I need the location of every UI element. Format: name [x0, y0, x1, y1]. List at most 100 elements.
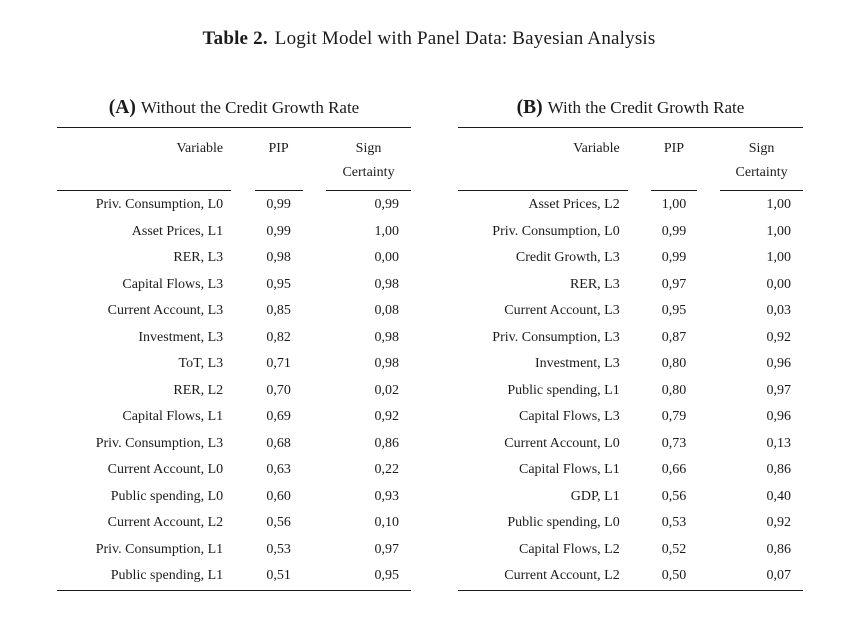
table-row: Priv. Consumption, L3 0,87 0,92 — [458, 325, 803, 352]
cell-sign: 0,96 — [766, 409, 792, 424]
cell-sign: 1,00 — [766, 223, 792, 239]
cell-variable: Capital Flows, L3 — [519, 409, 620, 424]
cell-sign: 0,03 — [766, 303, 792, 318]
midrule-variable — [57, 190, 232, 191]
cell-sign: 0,07 — [766, 568, 792, 583]
panel-b: (B) With the Credit Growth Rate Variable … — [458, 96, 803, 591]
cell-pip: 0,56 — [661, 488, 687, 504]
cell-sign: 0,97 — [766, 382, 792, 398]
cell-variable: Current Account, L0 — [504, 435, 620, 451]
table-row: Capital Flows, L3 0,95 0,98 — [57, 272, 411, 299]
column-header-sign-line2: Certainty — [735, 165, 788, 180]
cell-pip: 0,52 — [661, 541, 687, 557]
cell-pip: 0,53 — [661, 515, 687, 530]
table-row: Credit Growth, L3 0,99 1,00 — [458, 245, 803, 272]
cell-pip: 0,71 — [266, 356, 291, 371]
panel-a-table: Variable PIP Sign Certainty Priv. Consum… — [57, 127, 411, 591]
cell-variable: Priv. Consumption, L3 — [492, 329, 620, 345]
cell-sign: 0,96 — [766, 356, 792, 371]
table-header-row: Variable PIP Sign Certainty — [57, 128, 411, 190]
cell-sign: 0,86 — [766, 541, 792, 557]
table-row: Capital Flows, L1 0,69 0,92 — [57, 404, 411, 431]
cell-sign: 0,99 — [374, 197, 400, 212]
cell-sign: 0,00 — [766, 276, 792, 292]
table-row: Public spending, L1 0,80 0,97 — [458, 378, 803, 405]
table-row: Current Account, L2 0,50 0,07 — [458, 563, 803, 590]
cell-pip: 0,68 — [266, 435, 291, 451]
cell-sign: 0,40 — [766, 488, 792, 504]
cell-variable: RER, L3 — [173, 250, 224, 265]
table-row: Priv. Consumption, L3 0,68 0,86 — [57, 431, 411, 458]
cell-pip: 0,79 — [661, 409, 687, 424]
table-row: Current Account, L2 0,56 0,10 — [57, 510, 411, 537]
table-row: RER, L3 0,97 0,00 — [458, 272, 803, 299]
cell-pip: 0,95 — [266, 276, 291, 292]
cell-pip: 0,99 — [661, 223, 687, 239]
cell-variable: Capital Flows, L2 — [519, 541, 620, 557]
cell-sign: 0,98 — [374, 276, 400, 292]
table-row: ToT, L3 0,71 0,98 — [57, 351, 411, 378]
cell-variable: Capital Flows, L1 — [122, 409, 224, 424]
midrule-pip — [650, 190, 698, 191]
column-header-sign-line2: Certainty — [342, 165, 395, 180]
cell-variable: GDP, L1 — [570, 488, 620, 504]
panel-a: (A) Without the Credit Growth Rate Variab… — [57, 96, 411, 591]
cell-sign: 0,10 — [374, 515, 400, 530]
cell-sign: 0,95 — [374, 568, 400, 583]
table-row: Priv. Consumption, L0 0,99 1,00 — [458, 219, 803, 246]
panel-b-label: (B) — [516, 97, 543, 118]
panel-b-rows: Asset Prices, L2 1,00 1,00 Priv. Consumptio… — [458, 191, 803, 590]
cell-variable: Capital Flows, L3 — [122, 276, 224, 292]
cell-sign: 0,97 — [374, 541, 400, 557]
table-row: Asset Prices, L1 0,99 1,00 — [57, 219, 411, 246]
cell-variable: Investment, L3 — [138, 329, 224, 345]
cell-pip: 0,82 — [266, 329, 291, 345]
header-midrules — [458, 190, 803, 191]
cell-variable: Current Account, L3 — [504, 303, 620, 318]
cell-variable: Current Account, L0 — [107, 462, 224, 477]
table-row: Public spending, L0 0,60 0,93 — [57, 484, 411, 511]
table-row: Current Account, L3 0,85 0,08 — [57, 298, 411, 325]
cell-pip: 1,00 — [661, 197, 687, 212]
table-row: GDP, L1 0,56 0,40 — [458, 484, 803, 511]
panel-b-title-text: With the Credit Growth Rate — [547, 98, 745, 117]
panel-b-table: Variable PIP Sign Certainty Asset Prices… — [458, 127, 803, 591]
cell-variable: Public spending, L0 — [507, 515, 620, 530]
cell-pip: 0,73 — [661, 435, 687, 451]
cell-sign: 0,08 — [374, 303, 400, 318]
cell-pip: 0,69 — [266, 409, 291, 424]
cell-sign: 0,98 — [374, 329, 400, 345]
table-caption-text: Logit Model with Panel Data: Bayesian An… — [274, 28, 656, 49]
table-row: Current Account, L3 0,95 0,03 — [458, 298, 803, 325]
column-header-sign-certainty: Sign Certainty — [720, 137, 803, 185]
table-row: Public spending, L0 0,53 0,92 — [458, 510, 803, 537]
panel-a-title: (A) Without the Credit Growth Rate — [57, 96, 411, 122]
cell-pip: 0,80 — [661, 356, 687, 371]
cell-variable: Investment, L3 — [534, 356, 620, 371]
cell-variable: Credit Growth, L3 — [515, 250, 620, 265]
cell-variable: Public spending, L0 — [110, 488, 224, 504]
cell-sign: 0,92 — [374, 409, 400, 424]
cell-variable: Current Account, L2 — [504, 568, 620, 583]
cell-variable: Current Account, L3 — [107, 303, 224, 318]
panel-b-title: (B) With the Credit Growth Rate — [458, 96, 803, 122]
cell-sign: 0,86 — [374, 435, 400, 451]
cell-variable: Public spending, L1 — [507, 382, 620, 398]
column-header-sign-line1: Sign — [355, 141, 382, 156]
panel-a-label: (A) — [108, 97, 136, 118]
column-header-pip: PIP — [268, 141, 289, 156]
cell-variable: Priv. Consumption, L1 — [95, 541, 224, 557]
cell-sign: 0,86 — [766, 462, 792, 477]
cell-pip: 0,70 — [266, 382, 291, 398]
cell-variable: RER, L2 — [173, 382, 224, 398]
cell-variable: Priv. Consumption, L0 — [492, 223, 620, 239]
column-header-sign-line1: Sign — [748, 141, 775, 156]
panel-a-rows: Priv. Consumption, L0 0,99 0,99 Asset Price… — [57, 191, 411, 590]
cell-pip: 0,97 — [661, 276, 687, 292]
cell-variable: Priv. Consumption, L0 — [95, 197, 224, 212]
table-row: Current Account, L0 0,73 0,13 — [458, 431, 803, 458]
header-midrules — [57, 190, 411, 191]
midrule-sign — [326, 190, 411, 191]
cell-sign: 0,02 — [374, 382, 400, 398]
